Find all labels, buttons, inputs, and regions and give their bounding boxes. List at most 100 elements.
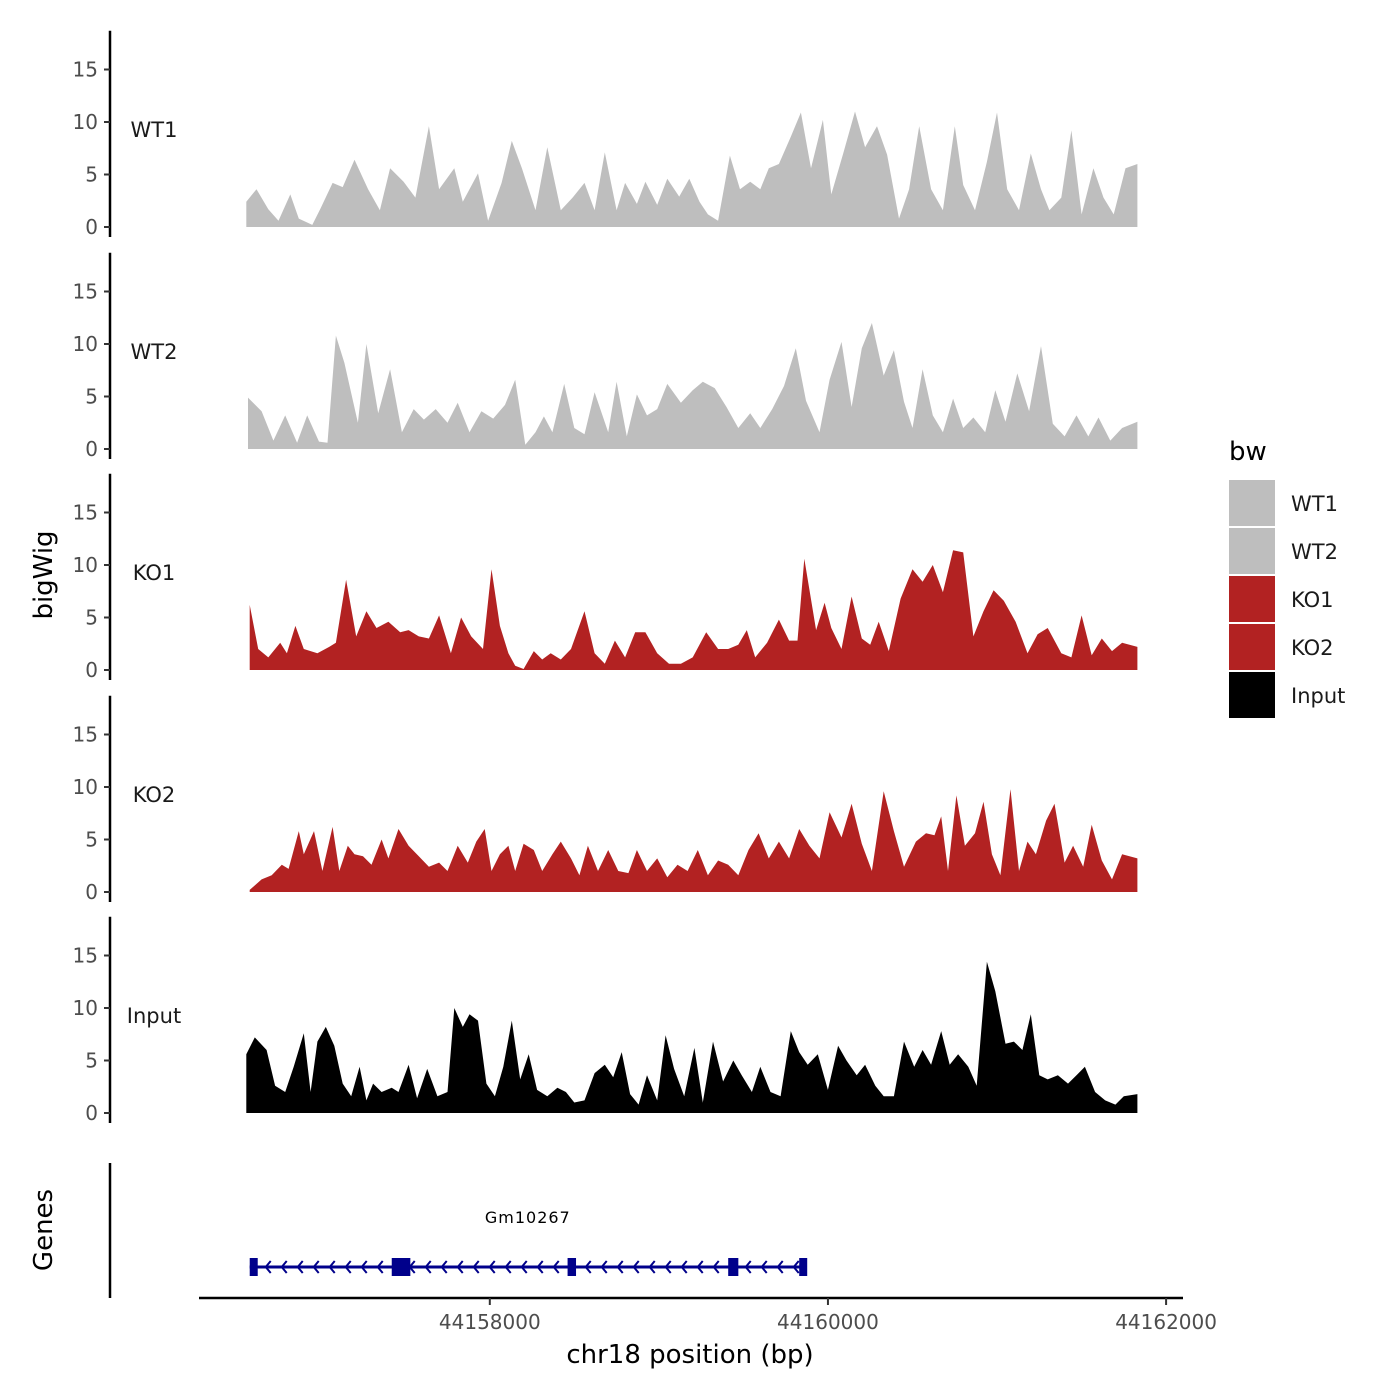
- area-wt1: [246, 111, 1138, 227]
- y-tick-label: 15: [73, 280, 98, 304]
- legend-label: Input: [1291, 684, 1345, 708]
- legend-key: [1229, 528, 1275, 574]
- legend-item-input: Input: [1229, 672, 1345, 718]
- gene-exon: [567, 1258, 577, 1276]
- legend-key: [1229, 576, 1275, 622]
- y-tick-label: 10: [73, 996, 98, 1020]
- area-ko2: [249, 789, 1138, 892]
- strand-arrow: [536, 1260, 544, 1274]
- strand-arrow: [712, 1260, 720, 1274]
- x-tick-label: 44160000: [777, 1310, 879, 1334]
- y-tick-label: 5: [85, 828, 98, 852]
- legend-label: KO2: [1291, 636, 1334, 660]
- gene-exon: [728, 1258, 739, 1276]
- track-ko1: 0 5 10 15 KO1: [73, 473, 1138, 682]
- legend-key: [1229, 672, 1275, 718]
- y-tick-label: 10: [73, 332, 98, 356]
- legend-key: [1229, 480, 1275, 526]
- gene-axis-title: Genes: [29, 1189, 59, 1271]
- strand-arrow: [776, 1260, 784, 1274]
- y-tick-label: 0: [85, 1101, 98, 1125]
- y-tick-label: 5: [85, 1049, 98, 1073]
- legend-key: [1229, 624, 1275, 670]
- strand-arrow: [488, 1260, 496, 1274]
- strand-arrow: [264, 1260, 272, 1274]
- legend-label: KO1: [1291, 588, 1334, 612]
- strand-arrow: [616, 1260, 624, 1274]
- strand-arrow: [360, 1260, 368, 1274]
- strand-arrow: [504, 1260, 512, 1274]
- y-tick-label: 5: [85, 385, 98, 409]
- strand-arrow: [744, 1260, 752, 1274]
- area-ko1: [249, 550, 1138, 670]
- strand-arrow: [328, 1260, 336, 1274]
- track-label: Input: [127, 1004, 181, 1028]
- strand-arrow: [440, 1260, 448, 1274]
- x-ticks: 44158000 44160000 44162000: [439, 1298, 1217, 1334]
- strand-arrow: [584, 1260, 592, 1274]
- strand-arrow: [280, 1260, 288, 1274]
- x-tick-label: 44162000: [1115, 1310, 1217, 1334]
- strand-arrow: [472, 1260, 480, 1274]
- track-label: WT2: [131, 340, 178, 364]
- strand-arrow: [696, 1260, 704, 1274]
- y-tick-label: 15: [73, 723, 98, 747]
- legend-items: WT1 WT2 KO1 KO2 Input: [1229, 480, 1345, 718]
- strand-arrow: [632, 1260, 640, 1274]
- track-label: KO2: [133, 783, 176, 807]
- track-wt1: 0 5 10 15 WT1: [73, 30, 1138, 239]
- gene-label: Gm10267: [485, 1208, 571, 1227]
- legend-item-wt1: WT1: [1229, 480, 1338, 526]
- strand-arrow: [760, 1260, 768, 1274]
- strand-arrow: [680, 1260, 688, 1274]
- x-axis-title: chr18 position (bp): [566, 1340, 813, 1370]
- bigwig-tracks: 0 5 10 15 WT1 0 5 10 15 WT2 0 5 10 15 KO1 0 5 10 15 KO2 0 5 10…: [73, 30, 1138, 1125]
- x-tick-label: 44158000: [439, 1310, 541, 1334]
- y-tick-label: 10: [73, 553, 98, 577]
- gene-exon: [391, 1258, 411, 1276]
- strand-arrow: [296, 1260, 304, 1274]
- strand-arrow: [552, 1260, 560, 1274]
- strand-arrow: [648, 1260, 656, 1274]
- legend-label: WT1: [1291, 492, 1338, 516]
- y-tick-label: 0: [85, 437, 98, 461]
- strand-arrow: [312, 1260, 320, 1274]
- legend-title: bw: [1229, 437, 1267, 467]
- track-label: KO1: [133, 561, 176, 585]
- area-input: [246, 961, 1138, 1113]
- y-axis-title: bigWig: [29, 530, 59, 619]
- gene-exon: [249, 1258, 258, 1276]
- y-tick-label: 0: [85, 215, 98, 239]
- strand-arrow: [792, 1260, 800, 1274]
- y-tick-label: 0: [85, 880, 98, 904]
- y-tick-label: 15: [73, 58, 98, 82]
- strand-arrow: [600, 1260, 608, 1274]
- legend: bw WT1 WT2 KO1 KO2 Input: [1229, 437, 1345, 718]
- y-tick-label: 15: [73, 944, 98, 968]
- strand-arrow: [520, 1260, 528, 1274]
- area-wt2: [248, 323, 1138, 449]
- strand-arrow: [664, 1260, 672, 1274]
- legend-label: WT2: [1291, 540, 1338, 564]
- gene-exon: [799, 1258, 808, 1276]
- strand-arrow: [456, 1260, 464, 1274]
- gene-model: [249, 1258, 808, 1276]
- legend-item-wt2: WT2: [1229, 528, 1338, 574]
- y-tick-label: 10: [73, 775, 98, 799]
- legend-item-ko2: KO2: [1229, 624, 1334, 670]
- y-tick-label: 5: [85, 606, 98, 630]
- track-label: WT1: [131, 118, 178, 142]
- y-tick-label: 5: [85, 163, 98, 187]
- strand-arrow: [344, 1260, 352, 1274]
- strand-arrow: [376, 1260, 384, 1274]
- y-tick-label: 0: [85, 658, 98, 682]
- gene-panel: Genes Gm10267: [29, 1163, 808, 1298]
- x-axis: 44158000 44160000 44162000 chr18 position …: [199, 1296, 1217, 1370]
- y-tick-label: 15: [73, 501, 98, 525]
- track-input: 0 5 10 15 Input: [73, 916, 1138, 1125]
- track-ko2: 0 5 10 15 KO2: [73, 695, 1138, 904]
- y-tick-label: 10: [73, 110, 98, 134]
- strand-arrow: [424, 1260, 432, 1274]
- track-wt2: 0 5 10 15 WT2: [73, 252, 1138, 461]
